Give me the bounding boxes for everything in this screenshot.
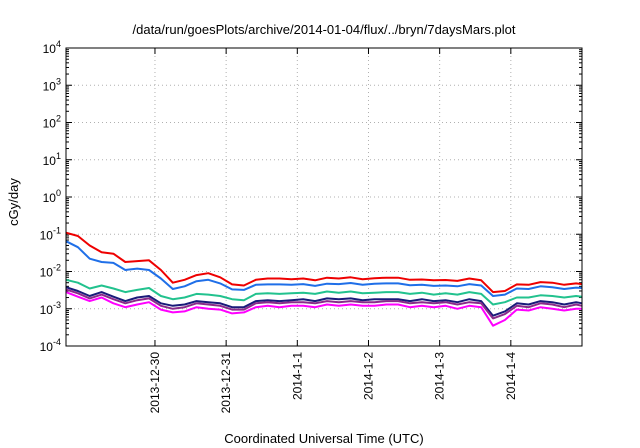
series-line-4 [65,286,583,317]
series-line-5 [65,288,583,320]
y-tick-exponent: -1 [53,225,61,235]
y-tick-exponent: 3 [56,76,61,86]
x-tick-label: 2014-1-1 [290,352,304,400]
x-tick-label: 2014-1-3 [433,352,447,400]
plot-frame [65,47,583,347]
y-tick-label: 103 [43,76,61,93]
x-tick-label: 2013-12-30 [148,352,162,414]
series-line-3 [65,278,583,306]
series-line-1 [65,231,583,294]
y-tick-exponent: 4 [56,39,61,49]
x-tick-labels: 2013-12-30 2013-12-31 2014-1-1 2014-1-2 2014… [148,352,518,414]
y-tick-label: 102 [43,114,61,131]
series-lines [65,231,583,327]
y-tick-exponent: 2 [56,114,61,124]
x-axis-label: Coordinated Universal Time (UTC) [224,431,423,446]
x-tick-label: 2013-12-31 [219,352,233,414]
x-tick-label: 2014-1-2 [361,352,375,400]
y-tick-exponent: -3 [53,300,61,310]
y-tick-label: 101 [43,151,61,168]
y-tick-label: 10-4 [40,337,61,354]
series-line-2 [65,240,583,297]
y-tick-exponent: 1 [56,151,61,161]
y-tick-exponent: -4 [53,337,61,347]
chart-title: /data/run/goesPlots/archive/2014-01-04/f… [133,22,516,37]
series-line-6 [65,291,582,327]
y-axis-label: cGy/day [6,178,21,226]
y-tick-label: 10-1 [40,225,61,242]
y-tick-label: 104 [43,39,61,56]
y-tick-exponent: -2 [53,263,61,273]
x-tick-label: 2014-1-4 [504,352,518,400]
y-tick-label: 10-3 [40,300,61,317]
y-tick-exponent: 0 [56,188,61,198]
y-tick-label: 100 [43,188,61,205]
y-tick-label: 10-2 [40,263,61,280]
grid [66,48,582,346]
